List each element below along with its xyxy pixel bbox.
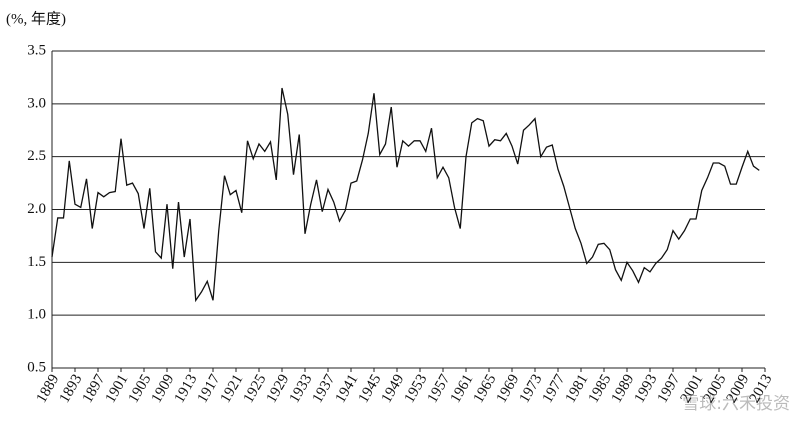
x-tick-label: 1973 (517, 372, 546, 406)
x-tick-label: 1925 (241, 372, 270, 406)
x-tick-label: 1897 (80, 371, 109, 405)
x-tick-label: 1921 (218, 372, 247, 406)
x-tick-label: 1981 (563, 372, 592, 406)
x-tick-label: 1953 (402, 372, 431, 406)
x-tick-label: 1889 (34, 372, 63, 406)
x-tick-label: 1985 (586, 372, 615, 406)
x-tick-label: 1977 (540, 371, 569, 405)
x-tick-label: 1957 (425, 371, 454, 405)
unit-label: (%, 年度) (6, 10, 66, 27)
x-tick-label: 1961 (448, 372, 477, 406)
x-tick-label: 1993 (632, 372, 661, 406)
x-tick-label: 1913 (172, 372, 201, 406)
x-tick-label: 1937 (310, 371, 339, 405)
y-tick-label: 3.5 (27, 42, 46, 58)
x-tick-label: 1893 (57, 372, 86, 406)
y-tick-label: 1.0 (27, 307, 46, 323)
x-tick-label: 1917 (195, 371, 224, 405)
y-tick-label: 1.5 (27, 254, 46, 270)
x-tick-label: 1997 (655, 371, 684, 405)
x-tick-label: 1965 (471, 372, 500, 406)
x-tick-label: 1941 (333, 372, 362, 406)
watermark: 雪球:六禾投资 (682, 394, 790, 414)
x-tick-label: 1933 (287, 372, 316, 406)
x-tick-label: 1945 (356, 372, 385, 406)
y-tick-label: 3.0 (27, 95, 46, 111)
x-tick-label: 1905 (126, 372, 155, 406)
x-tick-label: 1989 (609, 372, 638, 406)
x-tick-label: 1909 (149, 372, 178, 406)
x-tick-label: 1901 (103, 372, 132, 406)
x-tick-label: 1929 (264, 372, 293, 406)
y-tick-label: 2.0 (27, 201, 46, 217)
y-tick-label: 2.5 (27, 148, 46, 164)
data-line (51, 87, 760, 303)
x-tick-label: 1949 (379, 372, 408, 406)
y-tick-label: 0.5 (27, 359, 46, 375)
x-tick-label: 1969 (494, 372, 523, 406)
